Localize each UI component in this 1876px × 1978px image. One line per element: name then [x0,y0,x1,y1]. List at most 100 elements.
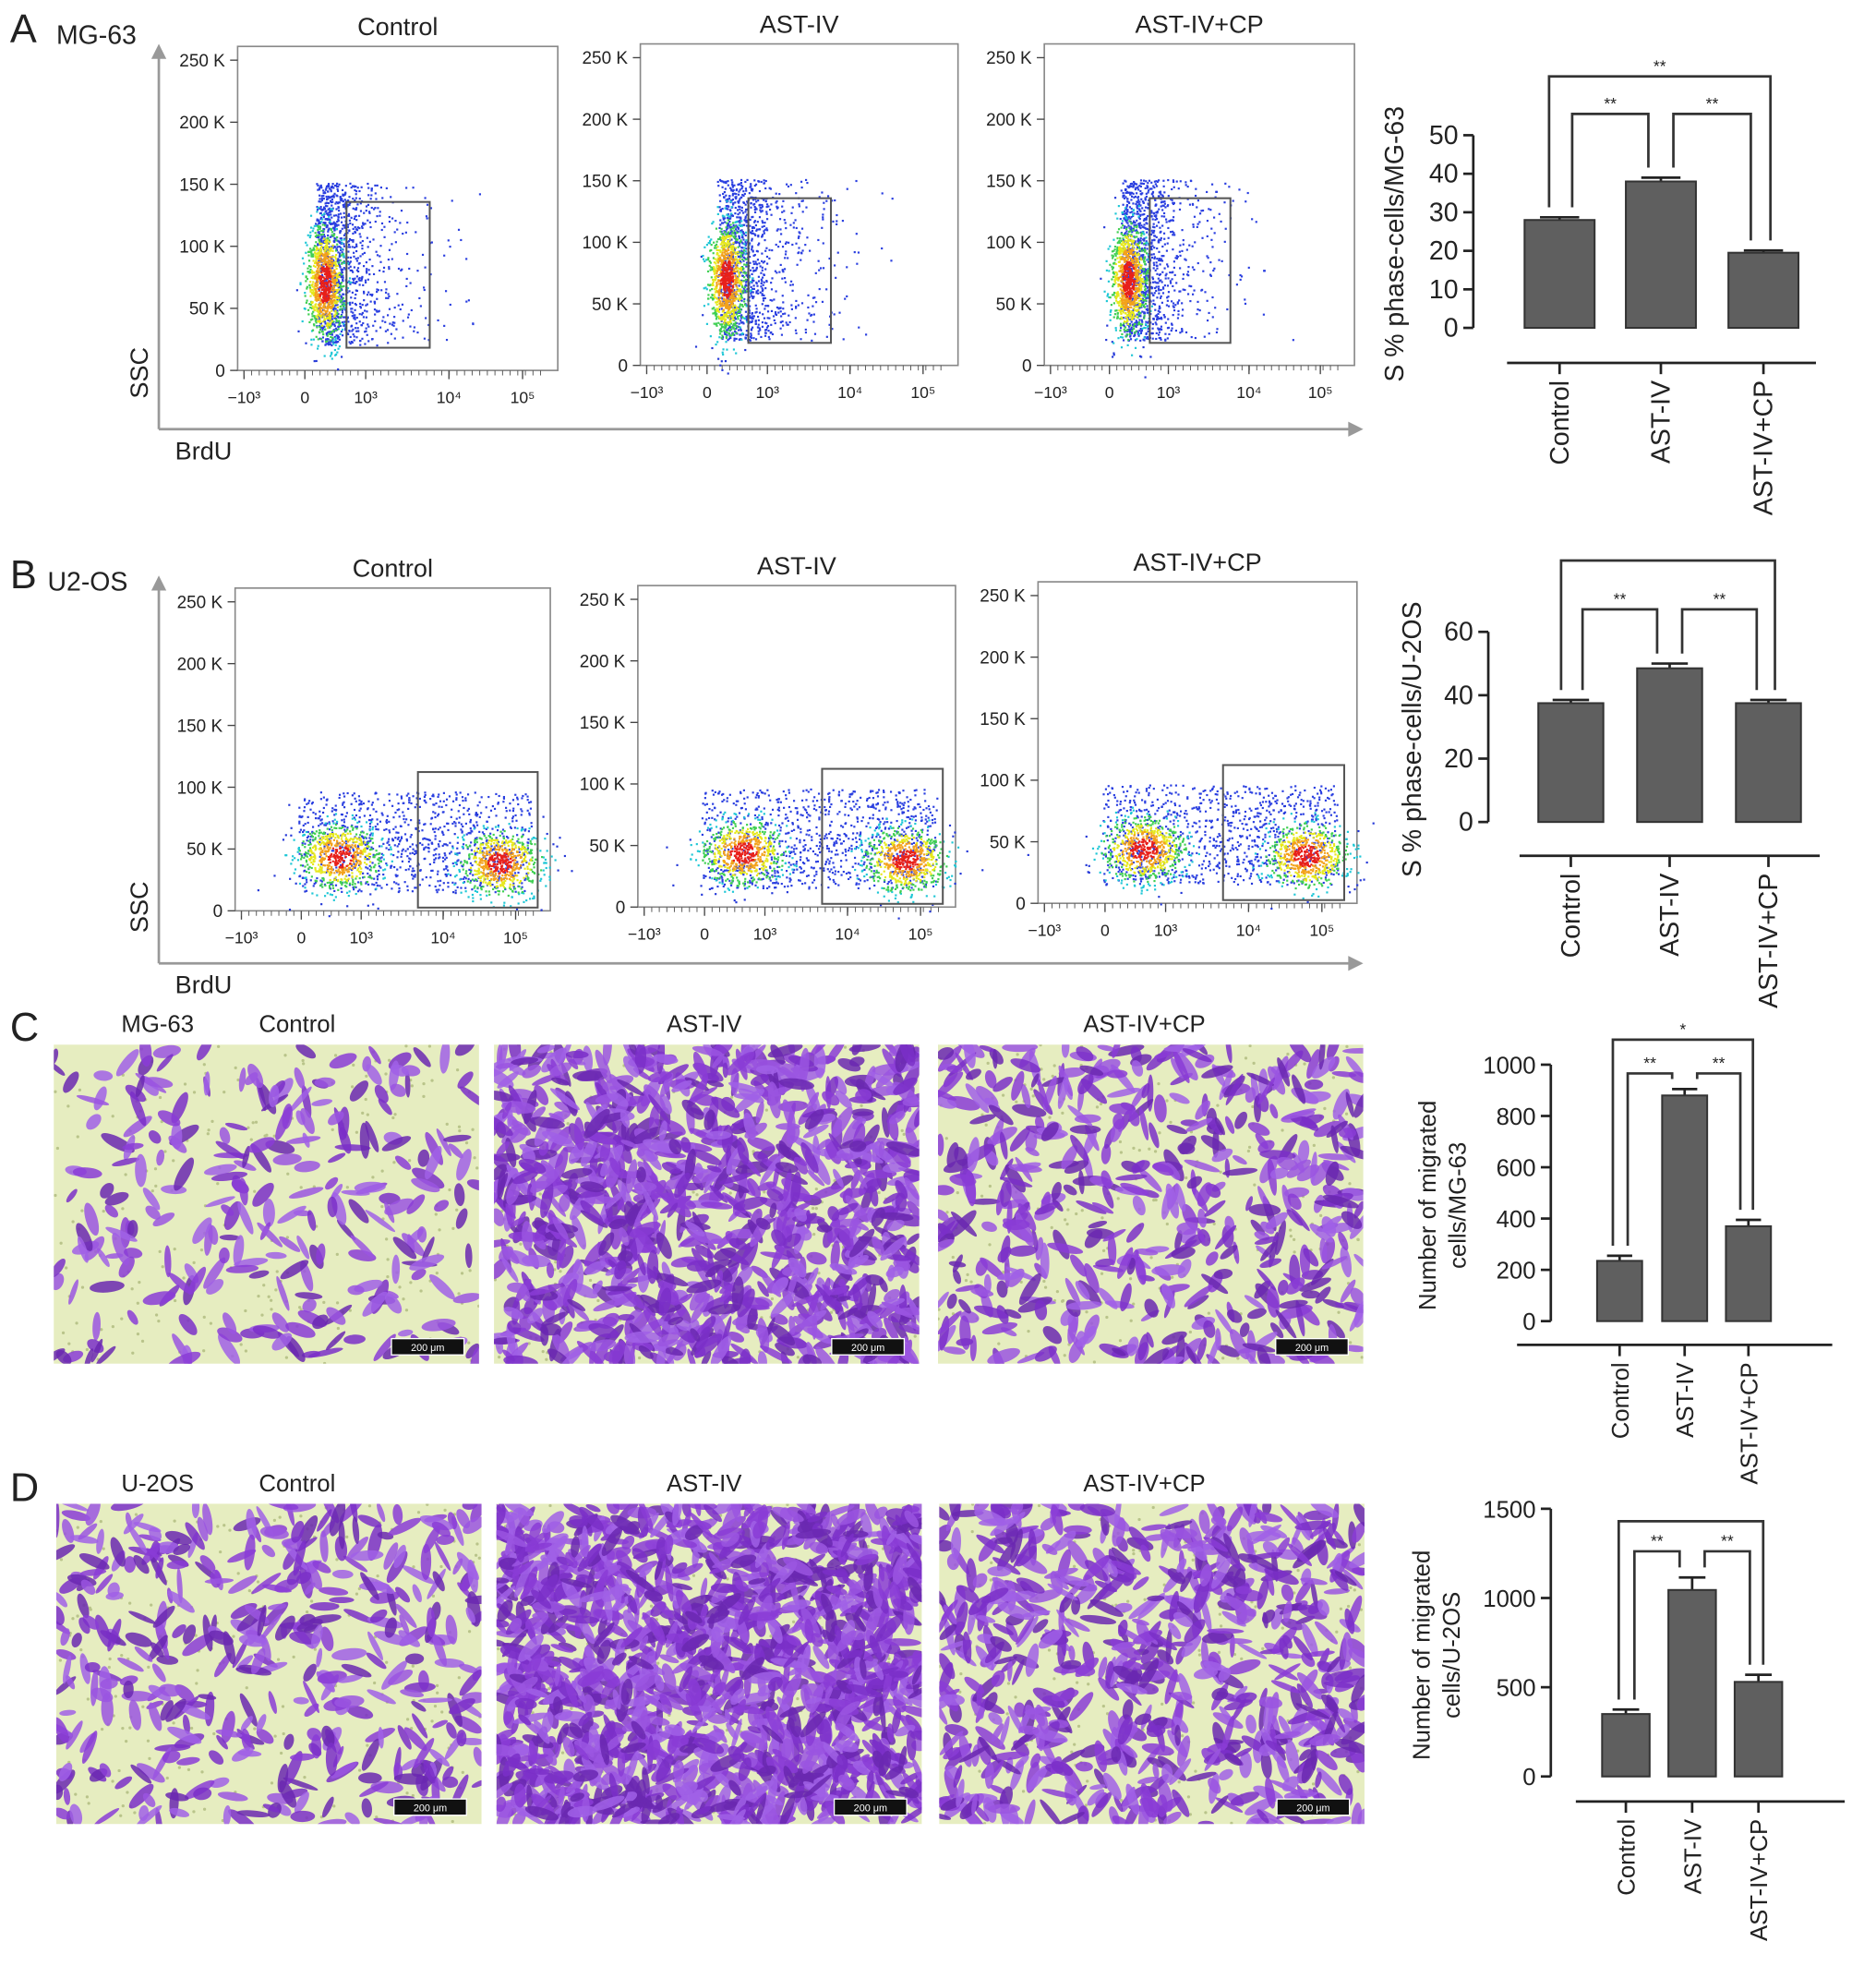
event-dot [757,330,760,332]
event-dot [331,263,333,267]
event-dot [733,333,736,336]
event-dot [319,198,321,200]
event-dot [322,266,325,270]
plot-title: AST-IV [760,9,839,38]
event-dot [1137,199,1140,201]
event-dot [330,260,333,263]
event-dot [807,294,810,296]
event-dot [743,247,746,249]
x-tick-label: 10³ [354,388,378,406]
event-dot [742,317,745,320]
event-dot [374,207,377,210]
event-dot [825,199,828,202]
event-dot [362,223,365,226]
event-dot [1151,190,1155,194]
event-dot [359,302,362,305]
event-dot [330,269,332,271]
event-dot [326,185,329,188]
event-dot [394,220,397,223]
event-dot [364,279,367,282]
event-dot [753,221,756,223]
event-dot [1211,246,1214,248]
event-dot [1144,199,1147,201]
event-dot [737,329,740,332]
event-dot [340,199,343,202]
event-dot [752,279,755,283]
event-dot [725,278,728,281]
event-dot [708,259,711,263]
event-dot [376,344,379,347]
event-dot [319,275,322,278]
event-dot [1146,227,1148,230]
s-phase-gate[interactable] [747,197,833,344]
event-dot [735,278,738,281]
event-dot [324,291,327,295]
event-dot [729,320,732,322]
event-dot [717,315,720,318]
event-dot [766,326,769,329]
event-dot [1151,225,1155,228]
event-dot [319,254,321,258]
event-dot [1144,271,1147,274]
event-dot [1150,292,1153,295]
event-dot [732,243,735,246]
event-dot [749,339,752,342]
event-dot [721,302,724,305]
event-dot [724,181,727,184]
event-dot [325,300,328,303]
event-dot [352,227,355,230]
event-dot [717,237,720,241]
event-dot [727,266,729,269]
event-dot [316,317,319,320]
event-dot [323,302,326,305]
event-dot [343,243,345,246]
event-dot [1145,290,1148,293]
event-dot [338,210,341,212]
event-dot [308,283,311,286]
event-dot [1123,217,1125,220]
event-dot [467,299,470,302]
event-dot [741,292,744,295]
event-dot [758,242,761,245]
event-dot [1162,255,1165,258]
event-dot [758,216,762,219]
event-dot [740,291,742,294]
event-dot [726,282,728,285]
event-dot [727,204,729,208]
event-dot [367,323,369,326]
event-dot [728,244,730,247]
event-dot [735,311,738,314]
event-dot [349,283,352,285]
event-dot [330,321,332,324]
event-dot [735,352,738,355]
event-dot [361,311,364,315]
event-dot [731,276,734,279]
event-dot [330,261,332,264]
event-dot [1130,331,1134,333]
event-dot [717,185,720,187]
event-dot [731,244,735,247]
event-dot [749,317,752,320]
event-dot [365,260,368,264]
event-dot [1140,182,1144,185]
event-dot [315,359,318,363]
s-phase-gate[interactable] [345,200,431,349]
event-dot [721,351,724,354]
event-dot [751,320,753,322]
event-dot [314,317,317,320]
event-dot [1133,196,1136,199]
event-dot [732,348,736,351]
event-dot [449,303,451,307]
event-dot [332,227,335,230]
event-dot [754,304,757,307]
event-dot [1244,298,1246,301]
event-dot [730,179,733,182]
event-dot [343,205,346,208]
event-dot [731,279,734,282]
event-dot [716,266,718,270]
event-dot [322,286,325,289]
event-dot [722,274,725,278]
event-dot [778,218,782,221]
event-dot [742,190,745,193]
event-dot [716,274,718,277]
